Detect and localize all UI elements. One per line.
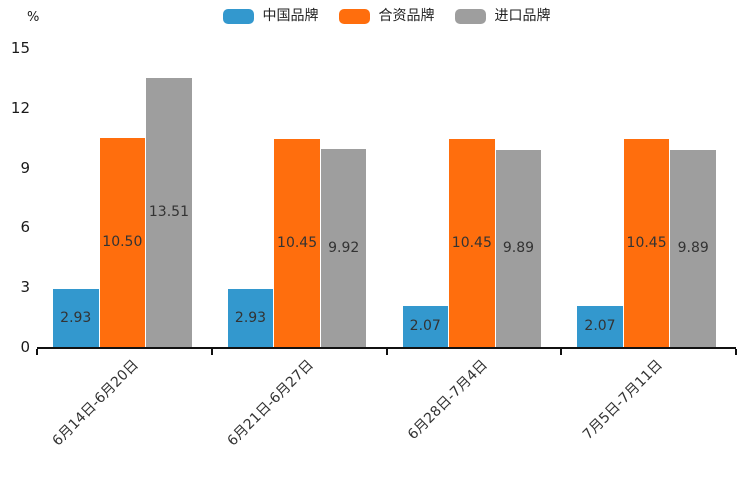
y-axis-tick-label: 6 [20,218,30,237]
bar-series-0-category-0: 2.93 [53,288,99,347]
bar-series-2-category-0: 13.51 [146,77,192,347]
bar-series-0-category-2: 2.07 [402,305,448,347]
bar-series-2-category-3: 9.89 [670,149,716,347]
y-axis-tick-label: 3 [20,278,30,297]
bar-series-1-category-0: 10.50 [99,137,146,347]
x-axis-tick-mark [385,349,388,355]
bar-series-1-category-1: 10.45 [274,138,320,347]
bar-value-label: 10.50 [102,234,143,251]
y-axis-tick-label: 9 [20,158,30,177]
x-axis-line [37,347,736,349]
bar-series-1-category-2: 10.45 [449,138,495,347]
legend-label: 合资品牌 [378,8,435,24]
legend-item-series-1: 合资品牌 [338,8,435,24]
y-axis-tick-label: 15 [10,39,30,58]
bar-value-label: 10.45 [626,234,667,251]
x-axis-category-label: 6月28日-7月4日 [405,357,492,443]
bar-value-label: 10.45 [451,234,492,251]
legend-label: 进口品牌 [494,8,551,24]
x-axis-category-label: 6月21日-6月27日 [224,357,317,450]
legend-item-series-0: 中国品牌 [222,8,319,24]
legend-swatch-icon [222,8,254,24]
bar-series-2-category-2: 9.89 [495,149,542,347]
x-axis-tick-mark [735,349,737,355]
bar-value-label: 13.51 [148,204,189,221]
legend-label: 中国品牌 [262,8,319,24]
y-axis-tick-label: 12 [10,98,30,117]
legend-swatch-icon [338,8,370,24]
bar-series-0-category-3: 2.07 [577,305,623,347]
bar-value-label: 9.92 [328,240,360,257]
x-axis-category-label: 7月5日-7月11日 [579,357,666,443]
y-axis-unit-label: % [27,10,40,25]
bar-value-label: 10.45 [277,234,318,251]
legend-swatch-icon [454,8,486,24]
chart-legend: 中国品牌 合资品牌 进口品牌 [37,8,736,24]
bar-series-2-category-1: 9.92 [320,149,367,347]
x-axis-tick-mark [36,349,38,355]
y-axis-tick-label: 0 [20,338,30,356]
bar-series-1-category-3: 10.45 [623,138,670,347]
bar-value-label: 2.93 [60,309,92,326]
bar-value-label: 9.89 [677,240,709,257]
x-axis-tick-mark [560,349,563,355]
bar-value-label: 9.89 [502,240,535,257]
bar-value-label: 2.93 [234,309,267,326]
x-axis-tick-mark [210,349,213,355]
bar-value-label: 2.07 [584,318,616,335]
bar-series-0-category-1: 2.93 [227,288,274,347]
bar-value-label: 2.07 [409,318,441,335]
x-axis-category-label: 6月14日-6月20日 [49,357,142,450]
legend-item-series-2: 进口品牌 [454,8,551,24]
